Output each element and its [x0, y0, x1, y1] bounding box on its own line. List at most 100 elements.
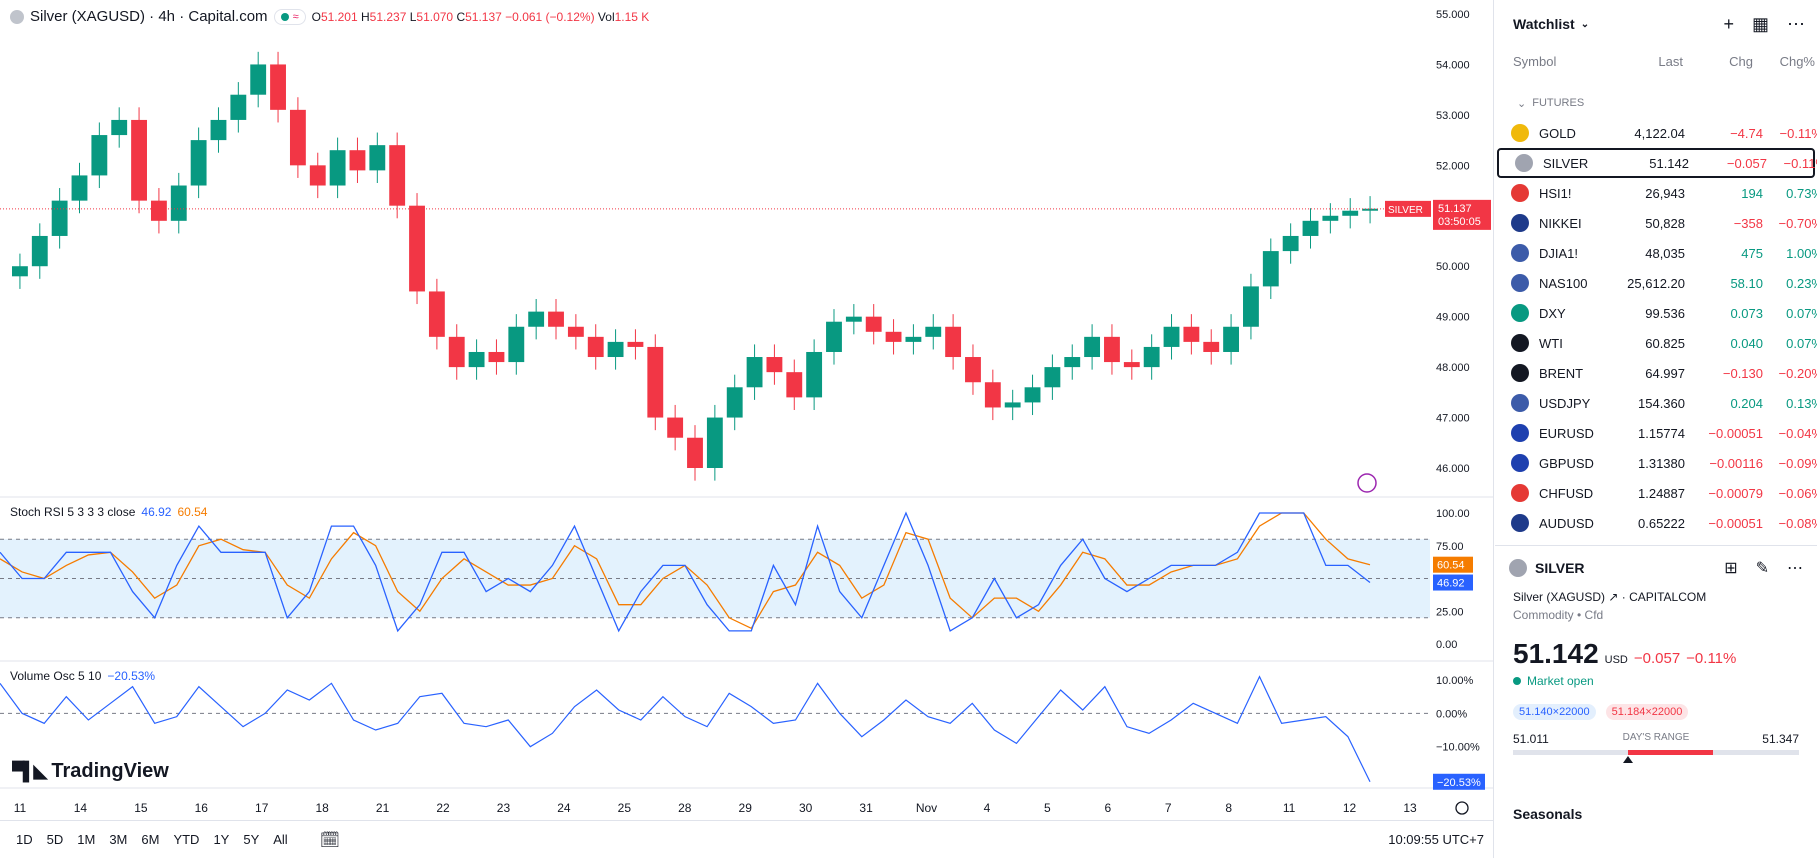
stoch-d-value: 60.54 — [177, 505, 208, 519]
candle-body — [726, 387, 743, 418]
row-symbol: HSI1! — [1539, 185, 1572, 201]
timeframe-5d[interactable]: 5D — [46, 832, 64, 847]
clock[interactable]: 10:09:55 UTC+7 — [1388, 832, 1484, 847]
more-icon[interactable]: ⋯ — [1787, 560, 1803, 577]
watchlist-row[interactable]: EURUSD 1.15774 −0.00051 −0.04% — [1495, 418, 1817, 448]
watchlist-row[interactable]: SILVER 51.142 −0.057 −0.11% — [1497, 148, 1817, 178]
add-symbol-icon[interactable]: + — [1723, 13, 1734, 34]
layout-icon[interactable]: ⊞ — [1724, 560, 1738, 577]
watchlist-row[interactable]: BRENT 64.997 −0.130 −0.20% — [1495, 358, 1817, 388]
chart-canvas[interactable]: 55.00054.00053.00052.00051.00050.00049.0… — [0, 0, 1494, 858]
symbol-logo-icon — [1511, 484, 1529, 502]
col-chg[interactable]: Chg — [1729, 53, 1753, 69]
time-axis-label: 22 — [436, 801, 450, 815]
row-chg: −0.057 — [1726, 155, 1767, 171]
range-label: DAY'S RANGE — [1622, 732, 1690, 743]
detail-exchange: CAPITALCOM — [1629, 590, 1707, 604]
candle-body — [567, 326, 584, 337]
stoch-title[interactable]: Stoch RSI 5 3 3 3 close — [10, 505, 136, 519]
watchlist-row[interactable]: AUDUSD 0.65222 −0.00051 −0.08% — [1495, 508, 1817, 538]
timeframe-3m[interactable]: 3M — [109, 832, 128, 847]
watchlist-row[interactable]: NAS100 25,612.20 58.10 0.23% — [1495, 268, 1817, 298]
detail-name[interactable]: Silver (XAGUSD) — [1513, 590, 1606, 604]
chart-area[interactable]: 55.00054.00053.00052.00051.00050.00049.0… — [0, 0, 1494, 858]
candle-body — [687, 437, 703, 468]
timeframe-all[interactable]: All — [273, 832, 288, 847]
watchlist-row[interactable]: NIKKEI 50,828 −358 −0.70% — [1495, 208, 1817, 238]
watchlist-title[interactable]: Watchlist ⌄ — [1513, 16, 1590, 32]
candle-body — [1143, 346, 1160, 368]
watchlist-row[interactable]: GBPUSD 1.31380 −0.00116 −0.09% — [1495, 448, 1817, 478]
watchlist-row[interactable]: DJIA1! 48,035 475 1.00% — [1495, 238, 1817, 268]
watchlist-sidebar: Watchlist ⌄ + ▦ ⋯ Symbol Last Chg Chg% ⌄… — [1495, 0, 1817, 858]
symbol-title[interactable]: Silver (XAGUSD) · 4h · Capital.com — [30, 8, 268, 25]
more-icon[interactable]: ⋯ — [1787, 13, 1805, 34]
edit-icon[interactable]: ✎ — [1755, 560, 1769, 577]
row-symbol: AUDUSD — [1539, 515, 1594, 531]
timeframe-6m[interactable]: 6M — [141, 832, 160, 847]
watchlist-row[interactable]: HSI1! 26,943 194 0.73% — [1495, 178, 1817, 208]
watchlist-row[interactable]: DXY 99.536 0.073 0.07% — [1495, 298, 1817, 328]
time-axis-label: 23 — [497, 801, 511, 815]
volosc-tag-bg — [1433, 773, 1485, 790]
timeframe-1y[interactable]: 1Y — [213, 832, 230, 847]
market-status-pill[interactable]: ≈ — [273, 8, 306, 25]
timeframe-5y[interactable]: 5Y — [243, 832, 260, 847]
date-range-icon[interactable]: 🗓 — [319, 831, 341, 849]
candle-body — [1322, 215, 1339, 221]
col-last[interactable]: Last — [1658, 53, 1683, 69]
row-last: 1.31380 — [1638, 455, 1685, 471]
watchlist-rows: GOLD 4,122.04 −4.74 −0.11% SILVER 51.142 −0.05… — [1495, 118, 1817, 538]
seasonals-title[interactable]: Seasonals — [1513, 806, 1583, 822]
row-chg: 0.204 — [1730, 395, 1763, 411]
stoch-k-value: 46.92 — [141, 505, 172, 519]
symbol-logo-icon — [1511, 124, 1529, 142]
bid-badge: 51.140×22000 — [1513, 704, 1596, 720]
row-last: 0.65222 — [1638, 515, 1685, 531]
futures-section[interactable]: ⌄ FUTURES — [1517, 97, 1585, 110]
ohlc-values: O51.201 H51.237 L51.070 C51.137 −0.061 (… — [311, 9, 650, 24]
row-last: 25,612.20 — [1627, 275, 1685, 291]
col-symbol[interactable]: Symbol — [1513, 53, 1557, 69]
settings-gear-icon — [1455, 801, 1469, 815]
wave-icon: ≈ — [292, 10, 299, 23]
timeframe-1d[interactable]: 1D — [16, 832, 33, 847]
candle-body — [1084, 336, 1101, 358]
row-chg: −4.74 — [1730, 125, 1763, 141]
row-pct: 0.13% — [1786, 395, 1817, 411]
price-axis-label: 52.000 — [1436, 160, 1470, 172]
candle-body — [409, 205, 425, 292]
lightning-icon — [1357, 473, 1377, 493]
watchlist-row[interactable]: CHFUSD 1.24887 −0.00079 −0.06% — [1495, 478, 1817, 508]
watchlist-row[interactable]: GOLD 4,122.04 −4.74 −0.11% — [1495, 118, 1817, 148]
time-axis-label: Nov — [916, 801, 937, 815]
candle-body — [647, 346, 664, 418]
row-pct: −0.70% — [1778, 215, 1817, 231]
watchlist-row[interactable]: WTI 60.825 0.040 0.07% — [1495, 328, 1817, 358]
advanced-view-icon[interactable]: ▦ — [1751, 13, 1769, 34]
stoch-axis-label: 25.00 — [1436, 606, 1464, 618]
chart-legend: Silver (XAGUSD) · 4h · Capital.com ≈ O51… — [10, 8, 649, 25]
tradingview-logo[interactable]: ▀▌◣ TradingView — [12, 760, 169, 782]
candle-body — [1104, 336, 1120, 363]
row-chg: −0.00051 — [1708, 425, 1763, 441]
price-axis-label: 50.000 — [1436, 261, 1470, 273]
time-axis-label: 11 — [1283, 801, 1296, 815]
candle-body — [627, 341, 644, 347]
time-axis-label: 5 — [1044, 801, 1051, 815]
market-open-dot-icon — [280, 12, 289, 21]
timeframe-ytd[interactable]: YTD — [173, 832, 200, 847]
detail-symbol: SILVER — [1535, 560, 1585, 576]
col-pct[interactable]: Chg% — [1779, 53, 1815, 69]
symbol-logo-icon — [1511, 514, 1529, 532]
symbol-logo-icon — [1511, 304, 1529, 322]
row-last: 64.997 — [1645, 365, 1685, 381]
watchlist-row[interactable]: USDJPY 154.360 0.204 0.13% — [1495, 388, 1817, 418]
candle-body — [428, 291, 445, 337]
timeframe-1m[interactable]: 1M — [77, 832, 96, 847]
volosc-title[interactable]: Volume Osc 5 10 — [10, 669, 102, 683]
candle-body — [806, 351, 823, 398]
candle-body — [945, 326, 962, 358]
external-link-icon[interactable]: ↗ · — [1608, 590, 1630, 604]
